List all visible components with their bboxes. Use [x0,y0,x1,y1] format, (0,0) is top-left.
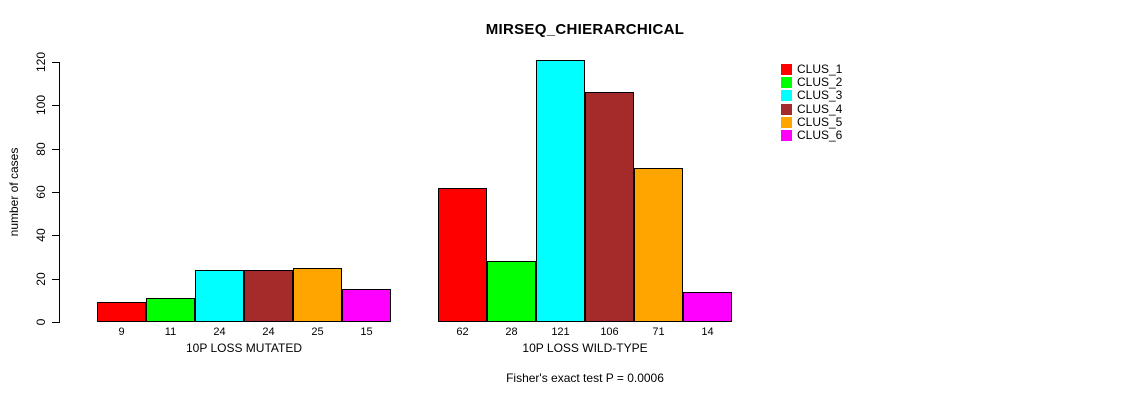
bar [487,261,536,322]
bar [536,60,585,322]
legend-item: CLUS_4 [781,103,842,116]
legend-label: CLUS_1 [797,62,843,76]
bar-value-label: 14 [701,326,714,338]
y-axis-tick [52,279,59,280]
bar [683,292,732,322]
bar [293,268,342,322]
bar-value-label: 28 [505,326,518,338]
y-axis-tick [52,62,59,63]
y-axis-tick-label: 60 [34,185,48,199]
bar [585,92,634,322]
legend-swatch [781,64,792,75]
bar-value-label: 62 [456,326,469,338]
y-axis-tick-label: 100 [34,94,48,116]
legend-swatch [781,117,792,128]
legend-label: CLUS_3 [797,88,843,102]
bar-value-label: 25 [311,326,324,338]
legend-item: CLUS_2 [781,76,842,89]
y-axis-label: number of cases [7,147,21,237]
legend-item: CLUS_1 [781,63,842,76]
y-axis-tick-label: 20 [34,272,48,286]
x-axis-group-label: 10P LOSS WILD-TYPE [522,341,648,355]
y-axis-tick [52,192,59,193]
legend-item: CLUS_5 [781,116,842,129]
legend-label: CLUS_4 [797,102,843,116]
y-axis-tick [52,105,59,106]
bar [634,168,683,322]
bar-value-label: 24 [213,326,226,338]
legend-swatch [781,90,792,101]
bar-value-label: 15 [360,326,373,338]
legend-swatch [781,77,792,88]
bar [342,289,391,322]
bar [195,270,244,322]
bar [97,302,146,322]
legend-swatch [781,130,792,141]
x-axis-group-label: 10P LOSS MUTATED [185,341,303,355]
bar [146,298,195,322]
legend-item: CLUS_3 [781,89,842,102]
y-axis-tick [52,322,59,323]
bar-value-label: 24 [262,326,275,338]
legend-label: CLUS_5 [797,115,843,129]
bar-value-label: 106 [600,326,619,338]
bar-value-label: 71 [652,326,665,338]
legend-item: CLUS_6 [781,129,842,142]
y-axis-tick [52,149,59,150]
legend-label: CLUS_2 [797,75,843,89]
legend-swatch [781,104,792,115]
y-axis-tick-label: 0 [34,318,48,326]
bar [244,270,293,322]
chart-title: MIRSEQ_CHIERARCHICAL [485,21,685,38]
y-axis-tick-label: 40 [34,228,48,242]
y-axis-tick [52,235,59,236]
y-axis-line [59,62,60,323]
legend: CLUS_1 CLUS_2 CLUS_3 CLUS_4 CLUS_5 CLUS_6 [781,63,901,153]
bar-value-label: 11 [164,326,177,338]
bar-value-label: 121 [551,326,570,338]
legend-label: CLUS_6 [797,128,843,142]
bar-value-label: 9 [118,326,125,338]
bar [438,188,487,322]
caption-fisher-test: Fisher's exact test P = 0.0006 [506,371,664,385]
y-axis-tick-label: 80 [34,142,48,156]
y-axis-tick-label: 120 [34,51,48,73]
